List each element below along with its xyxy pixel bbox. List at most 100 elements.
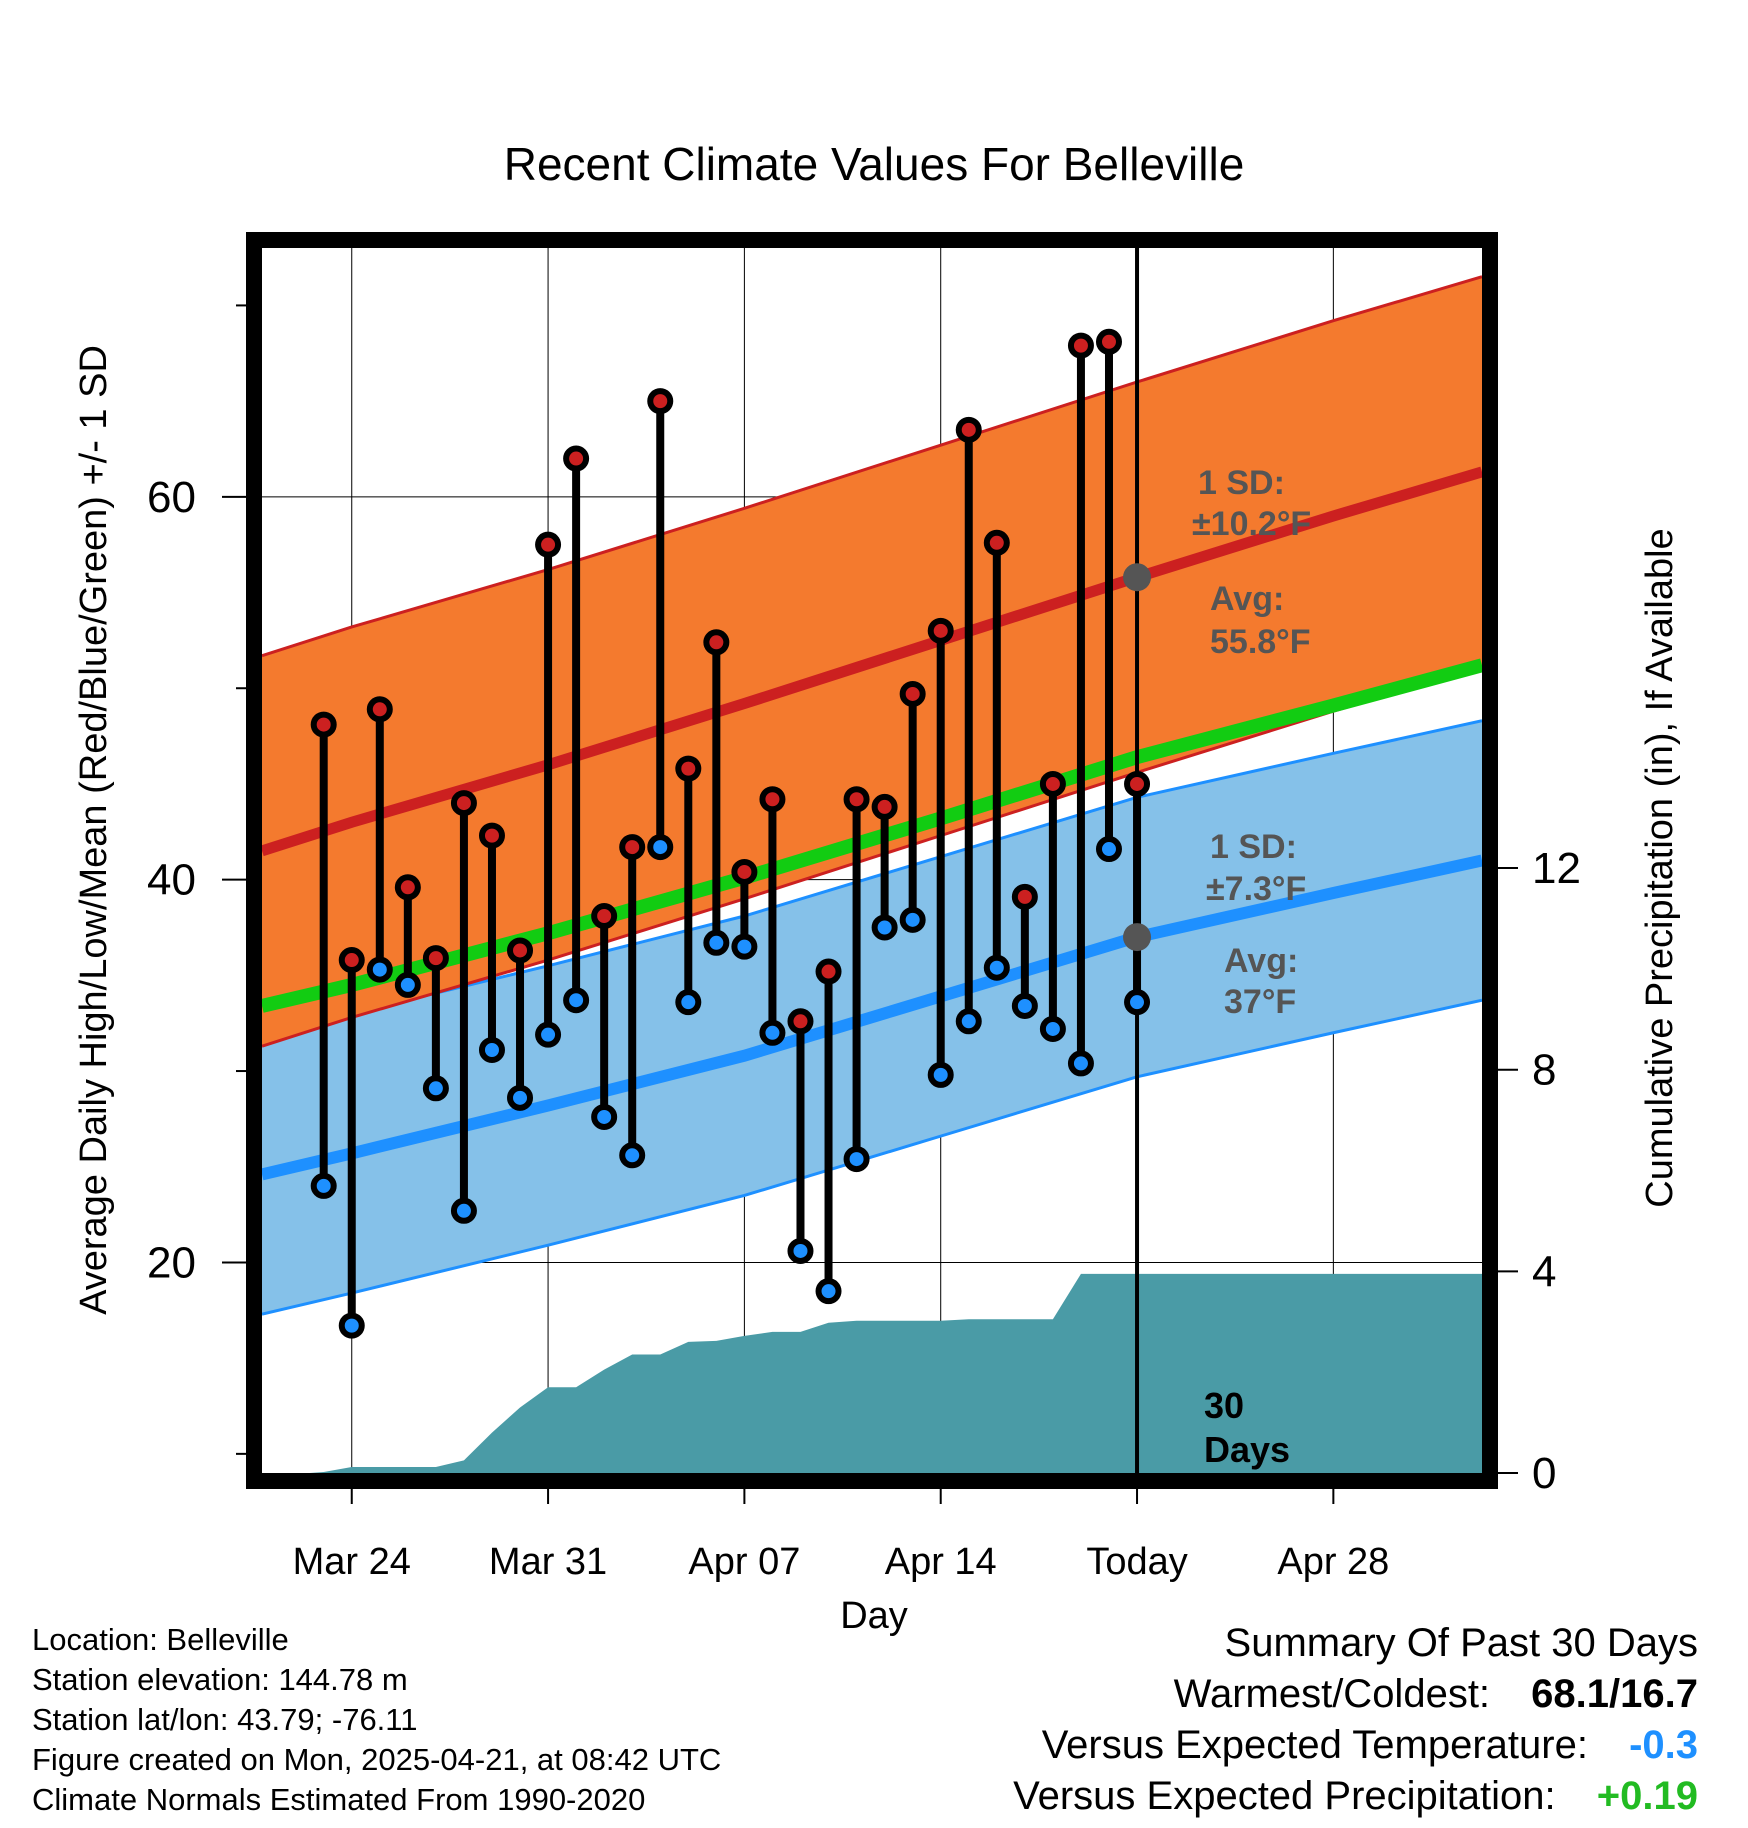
daily-high-point: [675, 755, 702, 782]
daily-low-point: [647, 834, 674, 861]
high-avg-marker: [1123, 563, 1152, 592]
daily-low-point: [787, 1237, 814, 1264]
high-avg-value: 55.8°F: [1210, 623, 1311, 661]
daily-high-point: [927, 617, 954, 644]
daily-low-point: [619, 1142, 646, 1169]
y-left-tick-label: 40: [147, 856, 196, 905]
daily-low-point: [675, 989, 702, 1016]
precip-anomaly-label: Versus Expected Precipitation:: [1013, 1774, 1556, 1818]
daily-high-point: [1124, 770, 1151, 797]
daily-high-point: [843, 786, 870, 813]
daily-low-point: [338, 1312, 365, 1339]
daily-low-point: [843, 1146, 870, 1173]
temp-anomaly-value: -0.3: [1629, 1723, 1698, 1767]
y-right-tick-label: 4: [1532, 1247, 1556, 1296]
warmest-coldest-row: Warmest/Coldest: 68.1/16.7: [1013, 1669, 1698, 1720]
daily-low-point: [563, 987, 590, 1014]
daily-low-point: [731, 933, 758, 960]
temp-anomaly-label: Versus Expected Temperature:: [1041, 1723, 1588, 1767]
daily-high-point: [366, 696, 393, 723]
daily-low-point: [1095, 836, 1122, 863]
daily-high-point: [535, 531, 562, 558]
daily-low-point: [507, 1084, 534, 1111]
daily-low-point: [815, 1278, 842, 1305]
daily-low-point: [759, 1019, 786, 1046]
daily-high-point: [478, 822, 505, 849]
daily-high-point: [563, 445, 590, 472]
daily-high-point: [422, 945, 449, 972]
low-sd-value: ±7.3°F: [1206, 870, 1306, 908]
daily-high-point: [759, 786, 786, 813]
daily-low-point: [955, 1008, 982, 1035]
normals-text: Climate Normals Estimated From 1990-2020: [32, 1782, 646, 1817]
daily-high-point: [1067, 332, 1094, 359]
daily-low-point: [478, 1036, 505, 1063]
daily-low-point: [366, 956, 393, 983]
low-avg-label: Avg:: [1224, 942, 1298, 980]
precip-anomaly-value: +0.19: [1596, 1774, 1698, 1818]
precip-anomaly-row: Versus Expected Precipitation: +0.19: [1013, 1771, 1698, 1822]
x-tick-label: Mar 31: [489, 1541, 607, 1583]
latlon-text: Station lat/lon: 43.79; -76.11: [32, 1702, 418, 1737]
summary-panel: Summary Of Past 30 Days Warmest/Coldest:…: [1013, 1618, 1698, 1822]
x-tick-label: Apr 07: [688, 1541, 800, 1583]
today-days-label: Days: [1204, 1429, 1290, 1470]
station-info: Location: Belleville Station elevation: …: [32, 1620, 721, 1820]
high-lower-sd-line: [262, 665, 1482, 1048]
high-avg-label: Avg:: [1210, 580, 1284, 618]
daily-low-point: [450, 1197, 477, 1224]
daily-high-point: [647, 388, 674, 415]
low-sd-label: 1 SD:: [1210, 828, 1297, 866]
daily-low-point: [422, 1075, 449, 1102]
y-right-tick-label: 0: [1532, 1449, 1556, 1498]
x-tick-label: Apr 14: [885, 1541, 997, 1583]
daily-high-point: [955, 416, 982, 443]
daily-high-point: [450, 790, 477, 817]
daily-high-point: [899, 680, 926, 707]
daily-high-point: [983, 529, 1010, 556]
high-sd-value: ±10.2°F: [1192, 505, 1311, 543]
daily-high-point: [591, 903, 618, 930]
x-tick-label: Apr 28: [1277, 1541, 1389, 1583]
daily-low-point: [1067, 1050, 1094, 1077]
daily-high-point: [1039, 770, 1066, 797]
precip-area: [309, 1273, 1482, 1473]
y-axis-left-label: Average Daily High/Low/Mean (Red/Blue/Gr…: [73, 345, 115, 1315]
daily-low-point: [535, 1021, 562, 1048]
daily-high-point: [703, 629, 730, 656]
today-days-number: 30: [1204, 1385, 1244, 1426]
daily-high-point: [815, 958, 842, 985]
chart-title: Recent Climate Values For Belleville: [504, 138, 1245, 190]
daily-high-point: [619, 834, 646, 861]
daily-low-point: [1039, 1015, 1066, 1042]
high-sd-label: 1 SD:: [1198, 464, 1285, 502]
x-tick-label: Mar 24: [293, 1541, 411, 1583]
low-lower-sd-line: [262, 998, 1482, 1316]
high-normal-line: [262, 466, 1482, 857]
daily-high-point: [871, 793, 898, 820]
daily-low-point: [871, 914, 898, 941]
daily-high-point: [787, 1008, 814, 1035]
low-avg-value: 37°F: [1224, 983, 1296, 1021]
low-avg-marker: [1123, 923, 1152, 952]
warmest-coldest-value: 68.1/16.7: [1531, 1672, 1698, 1716]
y-axis-right-label: Cumulative Precipitation (in), If Availa…: [1639, 528, 1681, 1207]
daily-low-point: [310, 1172, 337, 1199]
daily-high-point: [1011, 883, 1038, 910]
daily-low-point: [983, 954, 1010, 981]
daily-low-point: [394, 971, 421, 998]
daily-low-point: [1124, 989, 1151, 1016]
y-left-tick-label: 20: [147, 1238, 196, 1287]
daily-low-point: [1011, 992, 1038, 1019]
daily-high-point: [507, 937, 534, 964]
daily-high-point: [338, 947, 365, 974]
y-left-tick-label: 60: [147, 473, 196, 522]
daily-high-point: [731, 858, 758, 885]
daily-high-point: [1095, 328, 1122, 355]
temp-anomaly-row: Versus Expected Temperature: -0.3: [1013, 1720, 1698, 1771]
y-right-tick-label: 12: [1532, 844, 1581, 893]
daily-high-point: [310, 711, 337, 738]
warmest-coldest-label: Warmest/Coldest:: [1173, 1672, 1491, 1716]
